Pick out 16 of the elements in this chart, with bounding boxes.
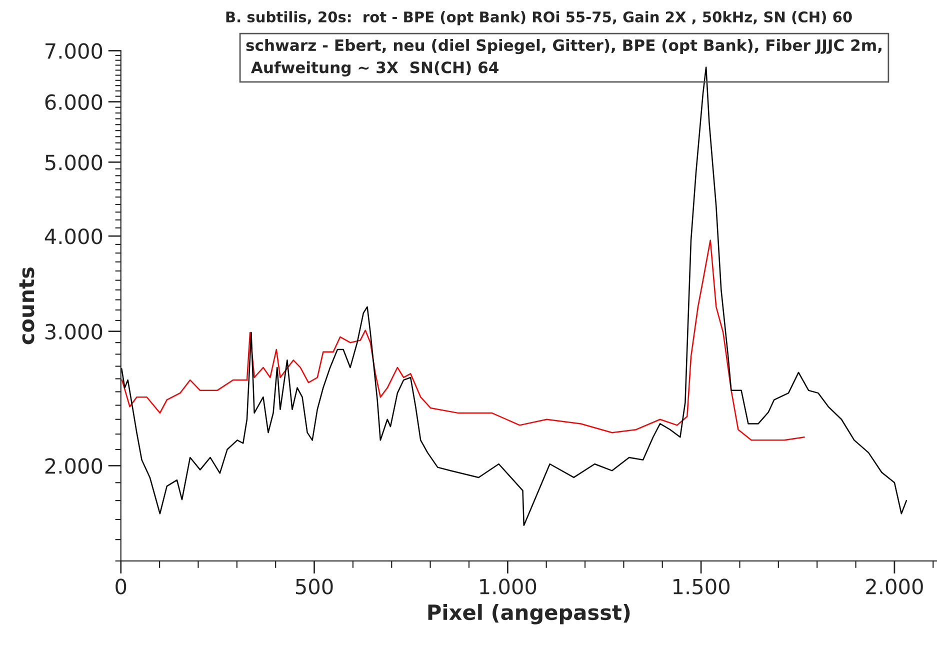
y-tick-label: 6.000 xyxy=(45,94,102,110)
y-tick-label: 5.000 xyxy=(45,154,102,170)
x-tick-label: 0 xyxy=(116,578,126,594)
annotation: schwarz - Ebert, neu (diel Spiegel, Gitter), BPE (opt Bank), Fiber JJJC 2m, Aufweitung ~ 3X SN(CH) 64 xyxy=(246,39,882,76)
x-axis-title: Pixel (angepasst) xyxy=(428,604,630,624)
x-tick-label: 500 xyxy=(296,578,333,594)
line-series xyxy=(121,240,805,441)
x-tick-label: 2.000 xyxy=(866,578,923,594)
y-axis-title: counts xyxy=(19,267,34,344)
y-tick-label: 4.000 xyxy=(44,228,102,244)
y-tick-label: 3.000 xyxy=(45,324,102,340)
x-tick-label: 1.500 xyxy=(674,578,730,594)
chart-title: B. subtilis, 20s: rot - BPE (opt Bank) ROi 55-75, Gain 2X , 50kHz, SN (CH) 60 xyxy=(226,11,852,26)
y-tick-label: 2.000 xyxy=(45,458,102,474)
x-tick-label: 1.000 xyxy=(480,578,536,594)
y-tick-label: 7.000 xyxy=(46,43,102,59)
